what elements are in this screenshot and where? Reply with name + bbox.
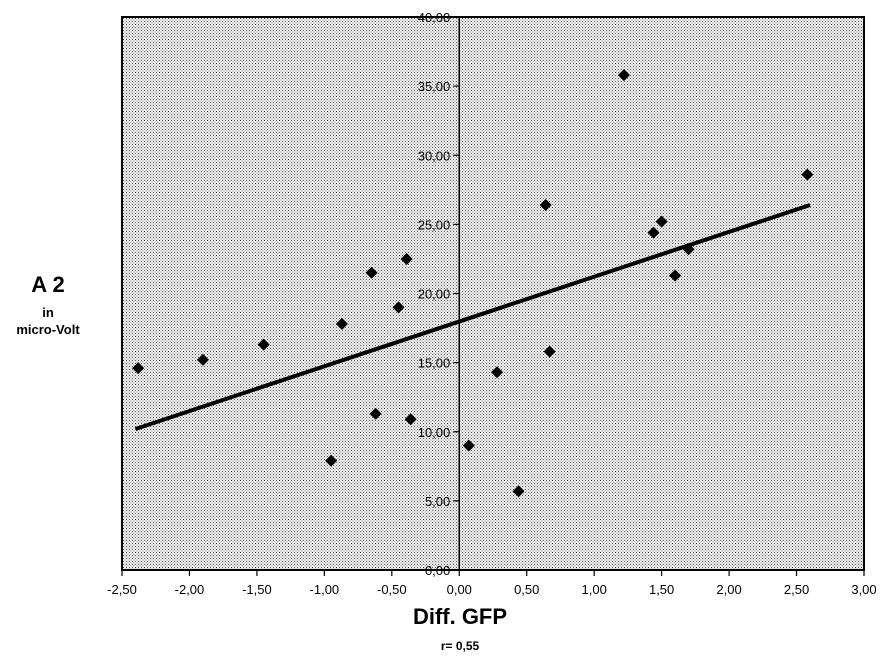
data-point — [392, 301, 405, 314]
y-tick-label: 30,00 — [418, 148, 451, 163]
data-point — [132, 362, 145, 375]
data-point — [462, 439, 475, 452]
data-point — [682, 243, 695, 256]
data-point — [647, 226, 660, 239]
data-point — [512, 485, 525, 498]
axes — [121, 16, 865, 576]
data-point — [801, 168, 814, 181]
x-tick-label: -1,50 — [242, 582, 272, 597]
x-tick-label: 2,50 — [784, 582, 809, 597]
data-point — [335, 317, 348, 330]
x-tick-label: 0,50 — [514, 582, 539, 597]
data-point — [365, 266, 378, 279]
y-tick-label: 0,00 — [425, 563, 450, 578]
data-point — [400, 252, 413, 265]
x-axis-label: Diff. GFP — [412, 604, 508, 629]
y-tick-label: 5,00 — [425, 494, 450, 509]
x-tick-label: 3,00 — [851, 582, 876, 597]
y-tick-label: 25,00 — [418, 217, 451, 232]
data-point — [196, 353, 209, 366]
data-point — [543, 345, 556, 358]
x-tick-label: 0,00 — [447, 582, 472, 597]
y-tick-label: 10,00 — [418, 425, 451, 440]
y-tick-label: 40,00 — [418, 10, 451, 25]
trendline — [134, 203, 811, 431]
data-point — [491, 366, 504, 379]
data-points — [132, 69, 814, 498]
x-tick-label: 1,50 — [649, 582, 674, 597]
y-axis-label: A 2 — [31, 272, 65, 297]
x-tick-label: -1,00 — [310, 582, 340, 597]
x-tick-labels: -2,50 -2,00 -1,50 -1,00 -0,50 0,00 0,50 1,00 1,5… — [107, 582, 876, 597]
data-point — [617, 69, 630, 82]
data-point — [369, 407, 382, 420]
y-tick-labels: 0,00 5,00 10,00 15,00 20,00 25,00 30,00 35,00 40… — [418, 10, 451, 578]
correlation-annotation: r= 0,55 — [440, 639, 480, 653]
data-point — [404, 413, 417, 426]
x-tick-label: -2,00 — [175, 582, 205, 597]
y-axis-unit-line2: micro-Volt — [16, 322, 80, 337]
data-point — [669, 269, 682, 282]
y-axis-unit-line1: in — [42, 305, 54, 320]
x-tick-label: -0,50 — [377, 582, 407, 597]
x-tick-label: 2,00 — [716, 582, 741, 597]
data-point — [655, 215, 668, 228]
y-tick-label: 20,00 — [418, 287, 451, 302]
data-point — [325, 454, 338, 467]
x-tick-label: -2,50 — [107, 582, 137, 597]
plot-area — [121, 16, 865, 571]
y-tick-label: 35,00 — [418, 79, 451, 94]
x-tick-label: 1,00 — [582, 582, 607, 597]
data-point — [257, 338, 270, 351]
y-tick-label: 15,00 — [418, 356, 451, 371]
data-point — [539, 199, 552, 212]
